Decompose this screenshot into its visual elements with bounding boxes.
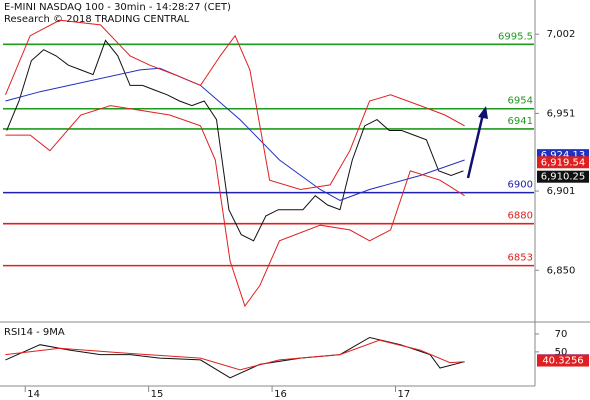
chart-subtitle: Research © 2018 TRADING CENTRAL [4, 14, 190, 25]
price-tag-label: 6,924.13 [541, 150, 586, 161]
level-label: 6954 [508, 96, 533, 107]
y-tick-label: 6,901 [547, 186, 576, 197]
price-tag [537, 170, 589, 183]
y-tick-label: 6,850 [547, 265, 576, 276]
level-label: 6880 [508, 211, 533, 222]
price-tag-label: 6,910.25 [541, 172, 586, 183]
level-label: 6995.5 [498, 31, 533, 42]
series-line [5, 67, 465, 201]
series-line [5, 339, 465, 371]
y-tick-label: 70 [555, 329, 568, 340]
forecast-arrow-head [478, 106, 488, 119]
y-tick-label: 7,002 [547, 29, 576, 40]
rsi-title: RSI14 - 9MA [4, 327, 65, 338]
level-label: 6941 [508, 116, 533, 127]
series-line [6, 39, 464, 242]
price-tag-label: 6,919.54 [541, 157, 586, 168]
x-tick-label: 15 [151, 389, 164, 400]
y-tick-label: 50 [555, 347, 568, 358]
price-tag-label: 40.3256 [542, 356, 583, 367]
level-label: 6900 [508, 180, 533, 191]
series-line [5, 336, 465, 379]
series-line [5, 105, 465, 308]
plot-area: 7,002 6,951 6,901 6,850 6995.5 6954 6941 6900 68… [3, 19, 589, 400]
y-tick-label: 6,951 [547, 108, 576, 119]
series-line [5, 19, 465, 191]
x-tick-label: 17 [398, 389, 411, 400]
chart-title: E-MINI NASDAQ 100 - 30min - 14:28:27 (CE… [4, 2, 231, 13]
price-tag [537, 354, 589, 367]
x-tick-label: 14 [27, 389, 40, 400]
level-label: 6853 [508, 253, 533, 264]
price-tag [537, 156, 589, 169]
x-tick-label: 16 [274, 389, 287, 400]
forecast-arrow [466, 113, 485, 179]
